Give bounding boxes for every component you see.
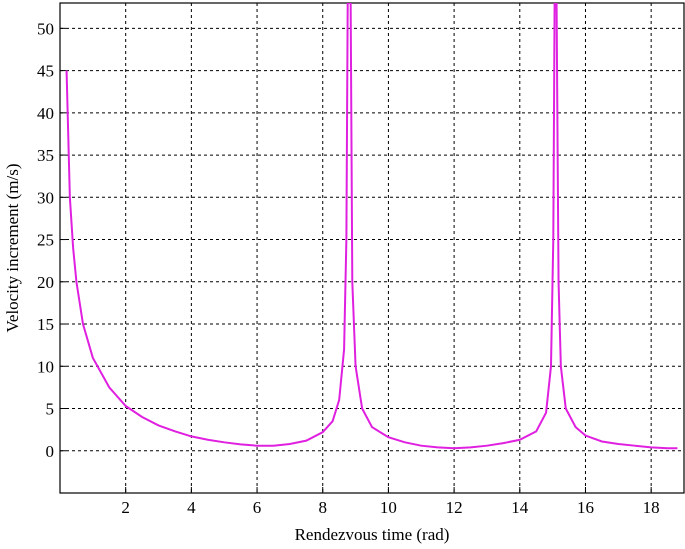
x-tick-label: 4 (187, 498, 196, 517)
x-tick-label: 12 (446, 498, 463, 517)
y-tick-label: 5 (46, 400, 55, 419)
y-tick-label: 30 (37, 188, 54, 207)
y-tick-label: 50 (37, 19, 54, 38)
x-tick-label: 2 (121, 498, 130, 517)
y-tick-label: 10 (37, 357, 54, 376)
x-tick-label: 8 (318, 498, 327, 517)
x-tick-label: 6 (253, 498, 262, 517)
y-tick-label: 45 (37, 62, 54, 81)
y-tick-label: 15 (37, 315, 54, 334)
data-line (65, 3, 678, 450)
x-tick-label: 18 (643, 498, 660, 517)
plot-frame (59, 2, 685, 494)
y-tick-label: 25 (37, 231, 54, 250)
x-tick-label: 16 (577, 498, 594, 517)
y-tick-label: 40 (37, 104, 54, 123)
y-tick-label: 35 (37, 146, 54, 165)
y-tick-label: 0 (46, 442, 55, 461)
x-tick-label: 14 (511, 498, 529, 517)
y-tick-label: 20 (37, 273, 54, 292)
x-axis-label: Rendezvous time (rad) (295, 525, 450, 544)
x-tick-label: 10 (380, 498, 397, 517)
y-axis-label: Velocity increment (m/s) (3, 163, 22, 332)
